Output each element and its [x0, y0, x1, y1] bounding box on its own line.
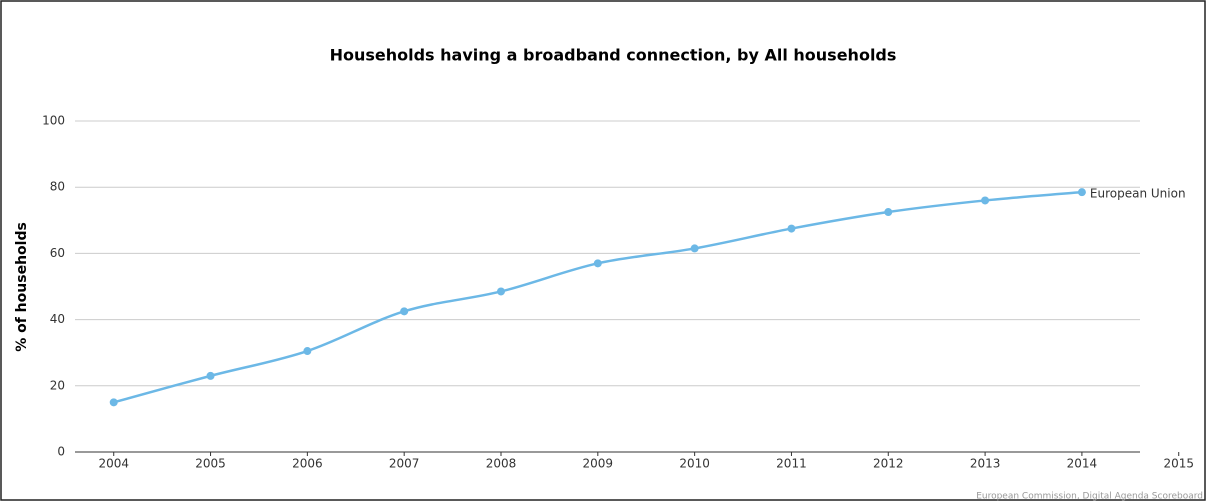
data-point [206, 371, 215, 380]
y-tick-label: 80 [50, 180, 65, 194]
x-tick-label: 2012 [873, 457, 904, 471]
data-point [593, 259, 602, 268]
series-label: European Union [1090, 187, 1186, 201]
data-point [303, 347, 312, 356]
x-tick-label: 2013 [970, 457, 1001, 471]
x-tick-label: 2006 [292, 457, 323, 471]
x-tick-label: 2005 [195, 457, 226, 471]
y-tick-label: 20 [50, 378, 65, 392]
y-tick-label: 0 [57, 445, 65, 459]
data-point [690, 244, 699, 253]
x-tick-label: 2011 [776, 457, 807, 471]
x-tick-label: 2014 [1067, 457, 1098, 471]
x-tick-label: 2009 [583, 457, 614, 471]
y-tick-label: 60 [50, 246, 65, 260]
x-tick-label: 2007 [389, 457, 420, 471]
series-line [113, 190, 1083, 404]
data-point [497, 287, 505, 296]
x-tick-label: 2008 [486, 457, 517, 471]
data-point [1077, 188, 1086, 197]
credit: European Commission, Digital Agenda Scor… [976, 492, 1203, 501]
data-point [109, 398, 118, 407]
data-point [787, 224, 796, 233]
x-tick-label: 2004 [98, 457, 129, 471]
x-tick-label: 2010 [679, 457, 710, 471]
y-axis-label: % of households [14, 222, 30, 352]
chart-title: Households having a broadband connection… [330, 46, 897, 65]
y-tick-label: 40 [50, 312, 65, 326]
y-tick-label: 100 [42, 114, 65, 128]
data-point [884, 208, 893, 217]
data-point [981, 196, 990, 205]
data-point [400, 307, 409, 316]
x-tick-label: 2015 [1163, 457, 1194, 471]
